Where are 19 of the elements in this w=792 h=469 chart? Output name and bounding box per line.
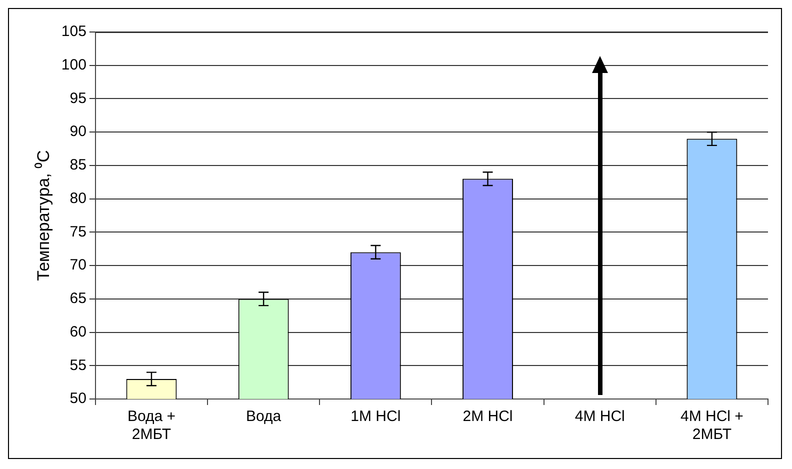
y-axis-title: Температура, ⁰C [34, 150, 53, 281]
y-tick-label: 70 [70, 256, 86, 274]
y-tick-label: 95 [70, 90, 86, 107]
x-tick-label: 4M HCl [574, 408, 625, 426]
y-tick-label: 85 [70, 156, 86, 174]
x-tick-label: Вода + 2МБТ [127, 408, 176, 444]
x-tick-label: Вода [246, 408, 282, 426]
y-tick-label: 55 [70, 356, 86, 374]
x-tick-label: 4M HCl + 2МБТ [680, 408, 744, 444]
x-tick-label: 2M HCl [462, 408, 513, 426]
y-tick-label: 75 [70, 223, 86, 240]
y-tick-label: 60 [70, 323, 86, 340]
y-tick-label: 100 [61, 56, 86, 74]
y-tick-label: 80 [70, 190, 86, 207]
y-tick-label: 105 [61, 23, 86, 40]
y-tick-label: 50 [70, 390, 86, 408]
x-tick-label: 1M HCl [350, 408, 401, 426]
y-tick-label: 90 [70, 123, 86, 140]
y-tick-label: 65 [70, 290, 86, 308]
